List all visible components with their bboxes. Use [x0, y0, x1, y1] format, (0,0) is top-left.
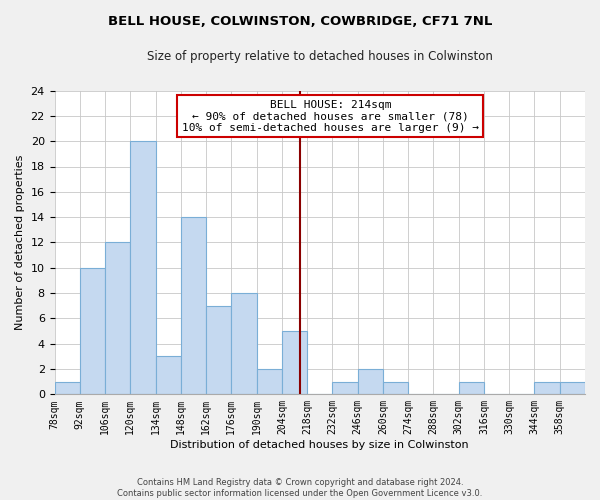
Bar — [332, 382, 358, 394]
Bar — [282, 331, 307, 394]
Text: BELL HOUSE, COLWINSTON, COWBRIDGE, CF71 7NL: BELL HOUSE, COLWINSTON, COWBRIDGE, CF71 … — [108, 15, 492, 28]
Text: Contains HM Land Registry data © Crown copyright and database right 2024.
Contai: Contains HM Land Registry data © Crown c… — [118, 478, 482, 498]
Bar — [535, 382, 560, 394]
Bar — [206, 306, 232, 394]
Bar — [560, 382, 585, 394]
Bar — [105, 242, 130, 394]
Bar — [383, 382, 408, 394]
Y-axis label: Number of detached properties: Number of detached properties — [15, 155, 25, 330]
X-axis label: Distribution of detached houses by size in Colwinston: Distribution of detached houses by size … — [170, 440, 469, 450]
Bar — [232, 293, 257, 394]
Bar — [155, 356, 181, 395]
Bar — [55, 382, 80, 394]
Bar — [458, 382, 484, 394]
Bar — [181, 217, 206, 394]
Bar — [257, 369, 282, 394]
Bar — [80, 268, 105, 394]
Bar — [358, 369, 383, 394]
Bar — [130, 141, 155, 395]
Title: Size of property relative to detached houses in Colwinston: Size of property relative to detached ho… — [147, 50, 493, 63]
Text: BELL HOUSE: 214sqm
← 90% of detached houses are smaller (78)
10% of semi-detache: BELL HOUSE: 214sqm ← 90% of detached hou… — [182, 100, 479, 133]
